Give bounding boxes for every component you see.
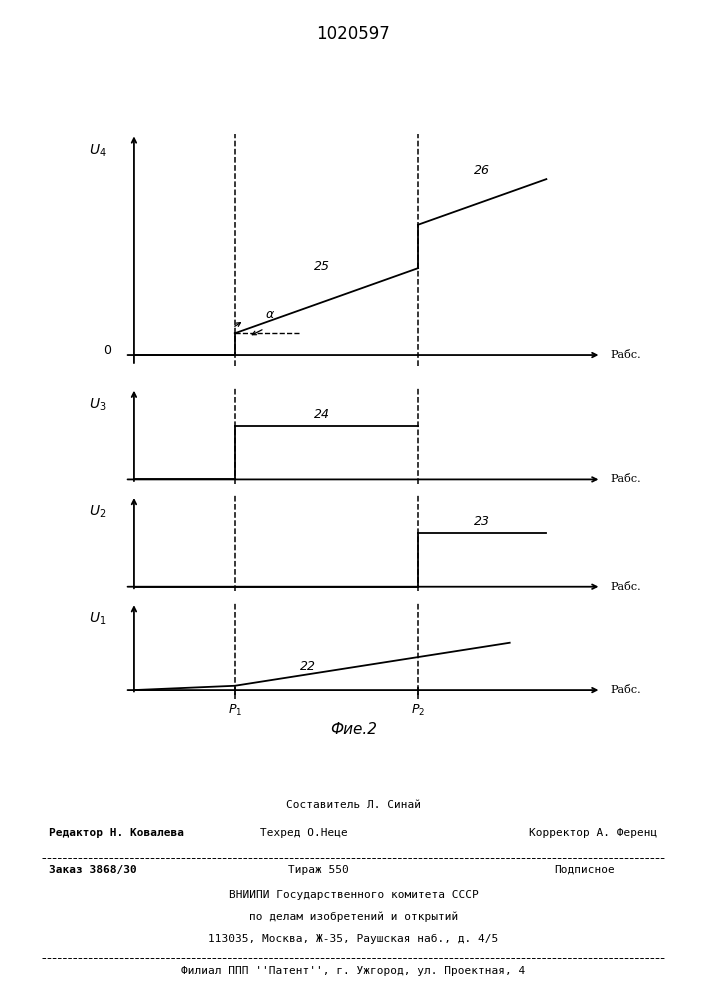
Text: Корректор А. Ференц: Корректор А. Ференц [530, 828, 658, 838]
Text: $U_2$: $U_2$ [89, 504, 107, 520]
Text: 1020597: 1020597 [317, 25, 390, 43]
Text: Составитель Л. Синай: Составитель Л. Синай [286, 800, 421, 810]
Text: Заказ 3868/30: Заказ 3868/30 [49, 865, 137, 875]
Text: $U_3$: $U_3$ [89, 397, 107, 413]
Text: Техред О.Неце: Техред О.Неце [260, 828, 348, 838]
Text: 25: 25 [314, 260, 330, 273]
Text: 0: 0 [103, 344, 111, 357]
Text: 113035, Москва, Ж-35, Раушская наб., д. 4/5: 113035, Москва, Ж-35, Раушская наб., д. … [209, 934, 498, 944]
Text: 23: 23 [474, 515, 490, 528]
Text: Филиал ППП ''Патент'', г. Ужгород, ул. Проектная, 4: Филиал ППП ''Патент'', г. Ужгород, ул. П… [182, 966, 525, 976]
Text: $P_2$: $P_2$ [411, 703, 425, 718]
Text: $U_4$: $U_4$ [88, 142, 107, 159]
Text: Редактор Н. Ковалева: Редактор Н. Ковалева [49, 828, 185, 838]
Text: 26: 26 [474, 164, 490, 177]
Text: $U_1$: $U_1$ [89, 611, 107, 627]
Text: Тираж 550: Тираж 550 [288, 865, 349, 875]
Text: Рабс.: Рабс. [611, 350, 641, 360]
Text: по делам изобретений и открытий: по делам изобретений и открытий [249, 912, 458, 922]
Text: $P_1$: $P_1$ [228, 703, 242, 718]
Text: 22: 22 [300, 660, 316, 673]
Text: 24: 24 [314, 408, 330, 421]
Text: Фие.2: Фие.2 [330, 722, 377, 737]
Text: Рабс.: Рабс. [611, 685, 641, 695]
Text: Рабс.: Рабс. [611, 474, 641, 484]
Text: Подписное: Подписное [554, 865, 615, 875]
Text: Рабс.: Рабс. [611, 582, 641, 592]
Text: $\alpha$: $\alpha$ [264, 308, 274, 321]
Text: ВНИИПИ Государственного комитета СССР: ВНИИПИ Государственного комитета СССР [228, 890, 479, 900]
